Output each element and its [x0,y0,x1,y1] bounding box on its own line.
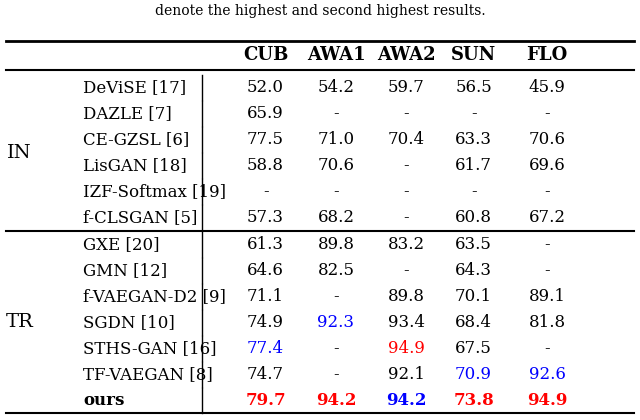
Text: 77.5: 77.5 [247,131,284,148]
Text: 77.4: 77.4 [247,340,284,357]
Text: AWA2: AWA2 [377,46,436,64]
Text: DeViSE [17]: DeViSE [17] [83,79,186,96]
Text: -: - [545,236,550,253]
Text: -: - [263,183,268,200]
Text: 67.5: 67.5 [455,340,492,357]
Text: -: - [333,340,339,357]
Text: -: - [545,183,550,200]
Text: IZF-Softmax [19]: IZF-Softmax [19] [83,183,226,200]
Text: -: - [545,262,550,279]
Text: 89.8: 89.8 [388,288,425,305]
Text: 82.5: 82.5 [317,262,355,279]
Text: 94.9: 94.9 [388,340,425,357]
Text: 94.9: 94.9 [527,392,568,409]
Text: 57.3: 57.3 [247,209,284,226]
Text: IN: IN [7,144,31,162]
Text: 56.5: 56.5 [455,79,492,96]
Text: 92.3: 92.3 [317,314,355,331]
Text: 70.9: 70.9 [455,366,492,383]
Text: -: - [471,183,476,200]
Text: 69.6: 69.6 [529,157,566,174]
Text: 71.1: 71.1 [247,288,284,305]
Text: denote the highest and second highest results.: denote the highest and second highest re… [155,4,485,18]
Text: SUN: SUN [451,46,496,64]
Text: 92.6: 92.6 [529,366,566,383]
Text: 61.7: 61.7 [455,157,492,174]
Text: GXE [20]: GXE [20] [83,236,160,253]
Text: TF-VAEGAN [8]: TF-VAEGAN [8] [83,366,213,383]
Text: 70.6: 70.6 [317,157,355,174]
Text: STHS-GAN [16]: STHS-GAN [16] [83,340,217,357]
Text: 74.9: 74.9 [247,314,284,331]
Text: -: - [333,366,339,383]
Text: 58.8: 58.8 [247,157,284,174]
Text: 70.4: 70.4 [388,131,425,148]
Text: -: - [404,157,409,174]
Text: -: - [404,105,409,122]
Text: -: - [404,209,409,226]
Text: 64.6: 64.6 [247,262,284,279]
Text: -: - [333,105,339,122]
Text: -: - [404,183,409,200]
Text: 68.2: 68.2 [317,209,355,226]
Text: 93.4: 93.4 [388,314,425,331]
Text: 67.2: 67.2 [529,209,566,226]
Text: CUB: CUB [243,46,288,64]
Text: -: - [545,340,550,357]
Text: GMN [12]: GMN [12] [83,262,167,279]
Text: -: - [333,288,339,305]
Text: FLO: FLO [527,46,568,64]
Text: 65.9: 65.9 [247,105,284,122]
Text: 74.7: 74.7 [247,366,284,383]
Text: 63.5: 63.5 [455,236,492,253]
Text: -: - [404,262,409,279]
Text: -: - [471,105,476,122]
Text: 71.0: 71.0 [317,131,355,148]
Text: 83.2: 83.2 [388,236,425,253]
Text: 89.8: 89.8 [317,236,355,253]
Text: 59.7: 59.7 [388,79,425,96]
Text: 70.1: 70.1 [455,288,492,305]
Text: 81.8: 81.8 [529,314,566,331]
Text: AWA1: AWA1 [307,46,365,64]
Text: 68.4: 68.4 [455,314,492,331]
Text: 64.3: 64.3 [455,262,492,279]
Text: TR: TR [5,313,33,331]
Text: 54.2: 54.2 [317,79,355,96]
Text: 52.0: 52.0 [247,79,284,96]
Text: 61.3: 61.3 [247,236,284,253]
Text: DAZLE [7]: DAZLE [7] [83,105,172,122]
Text: -: - [545,105,550,122]
Text: 94.2: 94.2 [386,392,427,409]
Text: 79.7: 79.7 [245,392,286,409]
Text: 63.3: 63.3 [455,131,492,148]
Text: 45.9: 45.9 [529,79,566,96]
Text: LisGAN [18]: LisGAN [18] [83,157,187,174]
Text: 70.6: 70.6 [529,131,566,148]
Text: f-VAEGAN-D2 [9]: f-VAEGAN-D2 [9] [83,288,226,305]
Text: CE-GZSL [6]: CE-GZSL [6] [83,131,189,148]
Text: SGDN [10]: SGDN [10] [83,314,175,331]
Text: 92.1: 92.1 [388,366,425,383]
Text: -: - [333,183,339,200]
Text: ours: ours [83,392,125,409]
Text: 60.8: 60.8 [455,209,492,226]
Text: 73.8: 73.8 [453,392,494,409]
Text: 94.2: 94.2 [316,392,356,409]
Text: 89.1: 89.1 [529,288,566,305]
Text: f-CLSGAN [5]: f-CLSGAN [5] [83,209,198,226]
